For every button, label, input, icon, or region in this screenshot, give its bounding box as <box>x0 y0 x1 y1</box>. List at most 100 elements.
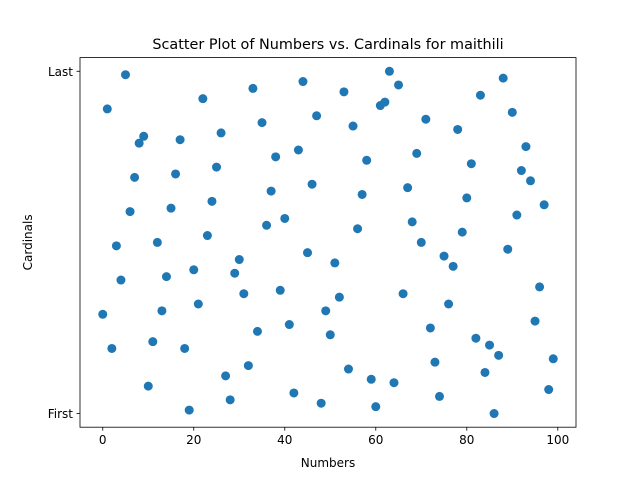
data-point-77 <box>448 261 458 271</box>
data-point-15 <box>166 203 176 213</box>
data-point-52 <box>334 292 344 302</box>
y-axis: First Last <box>48 65 80 421</box>
data-point-74 <box>434 391 444 401</box>
data-point-67 <box>403 183 413 193</box>
data-point-6 <box>125 207 135 217</box>
data-point-87 <box>494 350 504 360</box>
data-point-34 <box>252 326 262 336</box>
data-point-55 <box>348 121 358 131</box>
data-point-51 <box>330 258 340 268</box>
x-tick-label: 60 <box>368 433 383 447</box>
data-point-89 <box>503 244 513 254</box>
x-tick-label: 100 <box>546 433 569 447</box>
x-tick-label: 40 <box>277 433 292 447</box>
data-point-31 <box>239 289 249 299</box>
data-point-18 <box>180 343 190 353</box>
data-point-86 <box>489 409 499 419</box>
data-point-70 <box>416 237 426 247</box>
data-point-91 <box>512 210 522 220</box>
data-point-11 <box>148 337 158 347</box>
data-point-44 <box>298 77 308 87</box>
data-point-53 <box>339 87 349 97</box>
x-axis: 0 20 40 60 80 100 <box>99 427 569 447</box>
data-point-37 <box>266 186 276 196</box>
data-point-65 <box>394 80 404 90</box>
data-point-93 <box>521 142 531 152</box>
data-point-39 <box>275 285 285 295</box>
data-point-59 <box>366 374 376 384</box>
data-point-24 <box>207 196 217 206</box>
data-point-27 <box>221 371 231 381</box>
data-point-2 <box>107 343 117 353</box>
data-point-62 <box>380 97 390 107</box>
data-point-5 <box>121 70 130 80</box>
data-point-82 <box>471 333 481 343</box>
data-point-0 <box>98 309 108 319</box>
y-tick-label: First <box>48 407 74 421</box>
data-point-90 <box>507 107 517 117</box>
x-tick-label: 80 <box>459 433 474 447</box>
data-point-10 <box>143 381 153 391</box>
data-point-80 <box>462 193 472 203</box>
data-point-33 <box>248 83 258 93</box>
data-point-7 <box>130 172 140 182</box>
data-point-94 <box>526 176 535 186</box>
data-point-21 <box>193 299 203 309</box>
data-point-40 <box>280 213 290 223</box>
data-point-16 <box>171 169 181 179</box>
data-point-50 <box>325 330 335 340</box>
data-point-30 <box>234 255 244 265</box>
data-point-75 <box>439 251 449 261</box>
data-point-95 <box>530 316 540 326</box>
data-point-36 <box>262 220 272 230</box>
data-point-25 <box>212 162 222 172</box>
data-point-41 <box>284 320 294 330</box>
data-point-3 <box>111 241 121 251</box>
data-point-46 <box>307 179 317 189</box>
chart-title: Scatter Plot of Numbers vs. Cardinals fo… <box>152 37 503 53</box>
data-point-8 <box>134 138 144 148</box>
data-point-38 <box>271 152 281 162</box>
data-point-56 <box>353 224 363 234</box>
data-point-92 <box>516 166 526 176</box>
data-point-14 <box>161 272 171 282</box>
data-point-19 <box>184 405 194 415</box>
data-point-64 <box>389 378 399 388</box>
data-point-28 <box>225 395 235 405</box>
data-point-35 <box>257 118 267 128</box>
data-point-96 <box>535 282 545 292</box>
data-point-85 <box>485 340 495 350</box>
data-point-63 <box>384 66 394 76</box>
data-point-83 <box>475 90 485 100</box>
data-point-29 <box>230 268 240 278</box>
data-point-49 <box>321 306 331 316</box>
data-point-47 <box>312 111 322 121</box>
data-point-81 <box>466 159 476 169</box>
data-point-88 <box>498 73 508 83</box>
y-tick-label: Last <box>48 65 73 79</box>
data-point-73 <box>430 357 440 367</box>
x-tick-label: 0 <box>99 433 107 447</box>
data-point-54 <box>343 364 353 374</box>
data-point-72 <box>425 323 435 333</box>
data-point-78 <box>453 124 463 134</box>
data-point-48 <box>316 398 326 408</box>
data-point-66 <box>398 289 408 299</box>
data-point-45 <box>303 248 313 258</box>
data-point-99 <box>548 354 558 364</box>
data-point-1 <box>102 104 112 114</box>
x-axis-title: Numbers <box>301 456 355 470</box>
data-point-69 <box>412 148 422 158</box>
data-point-43 <box>293 145 303 155</box>
x-tick-label: 20 <box>186 433 201 447</box>
points-layer <box>98 66 558 419</box>
data-point-84 <box>480 367 490 377</box>
data-point-97 <box>539 200 549 210</box>
data-point-17 <box>175 135 185 145</box>
data-point-26 <box>216 128 226 138</box>
data-point-76 <box>444 299 454 309</box>
data-point-60 <box>371 402 381 412</box>
data-point-4 <box>116 275 126 285</box>
